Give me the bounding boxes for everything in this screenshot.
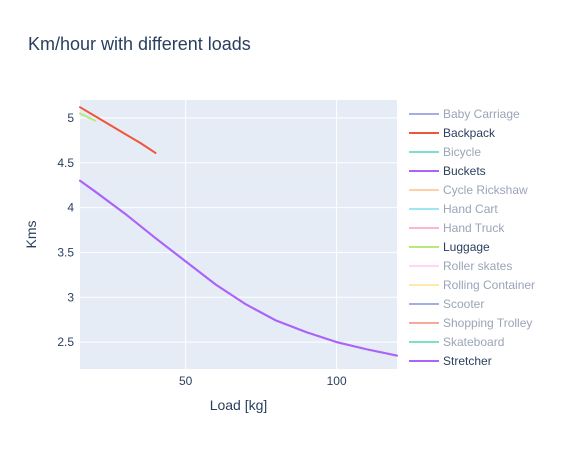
legend-item-bicycle[interactable]: Bicycle bbox=[409, 145, 481, 159]
y-tick-label-0: 2.5 bbox=[57, 335, 74, 349]
series-line-backpack[interactable] bbox=[79, 106, 157, 154]
legend-item-backpack[interactable]: Backpack bbox=[409, 126, 496, 140]
grid-layer bbox=[80, 100, 397, 369]
legend-item-stretcher[interactable]: Stretcher bbox=[409, 354, 492, 368]
y-tick-labels: 2.5 3 3.5 4 4.5 5 bbox=[57, 111, 74, 349]
legend-label-bicycle: Bicycle bbox=[443, 145, 481, 159]
x-tick-label-1: 100 bbox=[327, 374, 347, 388]
series-layer bbox=[79, 106, 398, 357]
series-line-stretcher[interactable] bbox=[79, 179, 398, 357]
legend-label-shopping-trolley: Shopping Trolley bbox=[443, 316, 532, 330]
y-tick-label-3: 4 bbox=[67, 201, 74, 215]
y-tick-label-5: 5 bbox=[67, 111, 74, 125]
legend-item-cycle-rickshaw[interactable]: Cycle Rickshaw bbox=[409, 183, 528, 197]
legend-label-rolling-container: Rolling Container bbox=[443, 278, 535, 292]
legend-label-luggage: Luggage bbox=[443, 240, 490, 254]
legend-label-buckets: Buckets bbox=[443, 164, 486, 178]
chart-title: Km/hour with different loads bbox=[28, 34, 251, 54]
legend-label-scooter: Scooter bbox=[443, 297, 484, 311]
legend-item-hand-cart[interactable]: Hand Cart bbox=[409, 202, 498, 216]
legend-label-backpack: Backpack bbox=[443, 126, 496, 140]
legend: Baby Carriage Backpack Bicycle Buckets Cycle… bbox=[409, 107, 535, 368]
legend-label-hand-cart: Hand Cart bbox=[443, 202, 498, 216]
legend-item-shopping-trolley[interactable]: Shopping Trolley bbox=[409, 316, 532, 330]
legend-item-rolling-container[interactable]: Rolling Container bbox=[409, 278, 535, 292]
legend-label-roller-skates: Roller skates bbox=[443, 259, 512, 273]
legend-item-hand-truck[interactable]: Hand Truck bbox=[409, 221, 505, 235]
y-axis-title: Kms bbox=[23, 221, 39, 249]
legend-label-baby-carriage: Baby Carriage bbox=[443, 107, 520, 121]
legend-item-buckets[interactable]: Buckets bbox=[409, 164, 486, 178]
legend-label-cycle-rickshaw: Cycle Rickshaw bbox=[443, 183, 528, 197]
series-line-luggage[interactable] bbox=[79, 112, 97, 122]
legend-label-skateboard: Skateboard bbox=[443, 335, 504, 349]
legend-item-roller-skates[interactable]: Roller skates bbox=[409, 259, 512, 273]
legend-label-stretcher: Stretcher bbox=[443, 354, 492, 368]
x-tick-label-0: 50 bbox=[179, 374, 193, 388]
legend-item-luggage[interactable]: Luggage bbox=[409, 240, 490, 254]
y-tick-label-4: 4.5 bbox=[57, 156, 74, 170]
plot-area[interactable] bbox=[80, 100, 397, 369]
x-axis-title: Load [kg] bbox=[210, 397, 268, 413]
y-tick-label-2: 3.5 bbox=[57, 245, 74, 259]
legend-item-scooter[interactable]: Scooter bbox=[409, 297, 484, 311]
legend-item-skateboard[interactable]: Skateboard bbox=[409, 335, 504, 349]
x-tick-labels: 50 100 bbox=[179, 374, 347, 388]
legend-label-hand-truck: Hand Truck bbox=[443, 221, 505, 235]
y-tick-label-1: 3 bbox=[67, 290, 74, 304]
legend-item-baby-carriage[interactable]: Baby Carriage bbox=[409, 107, 520, 121]
